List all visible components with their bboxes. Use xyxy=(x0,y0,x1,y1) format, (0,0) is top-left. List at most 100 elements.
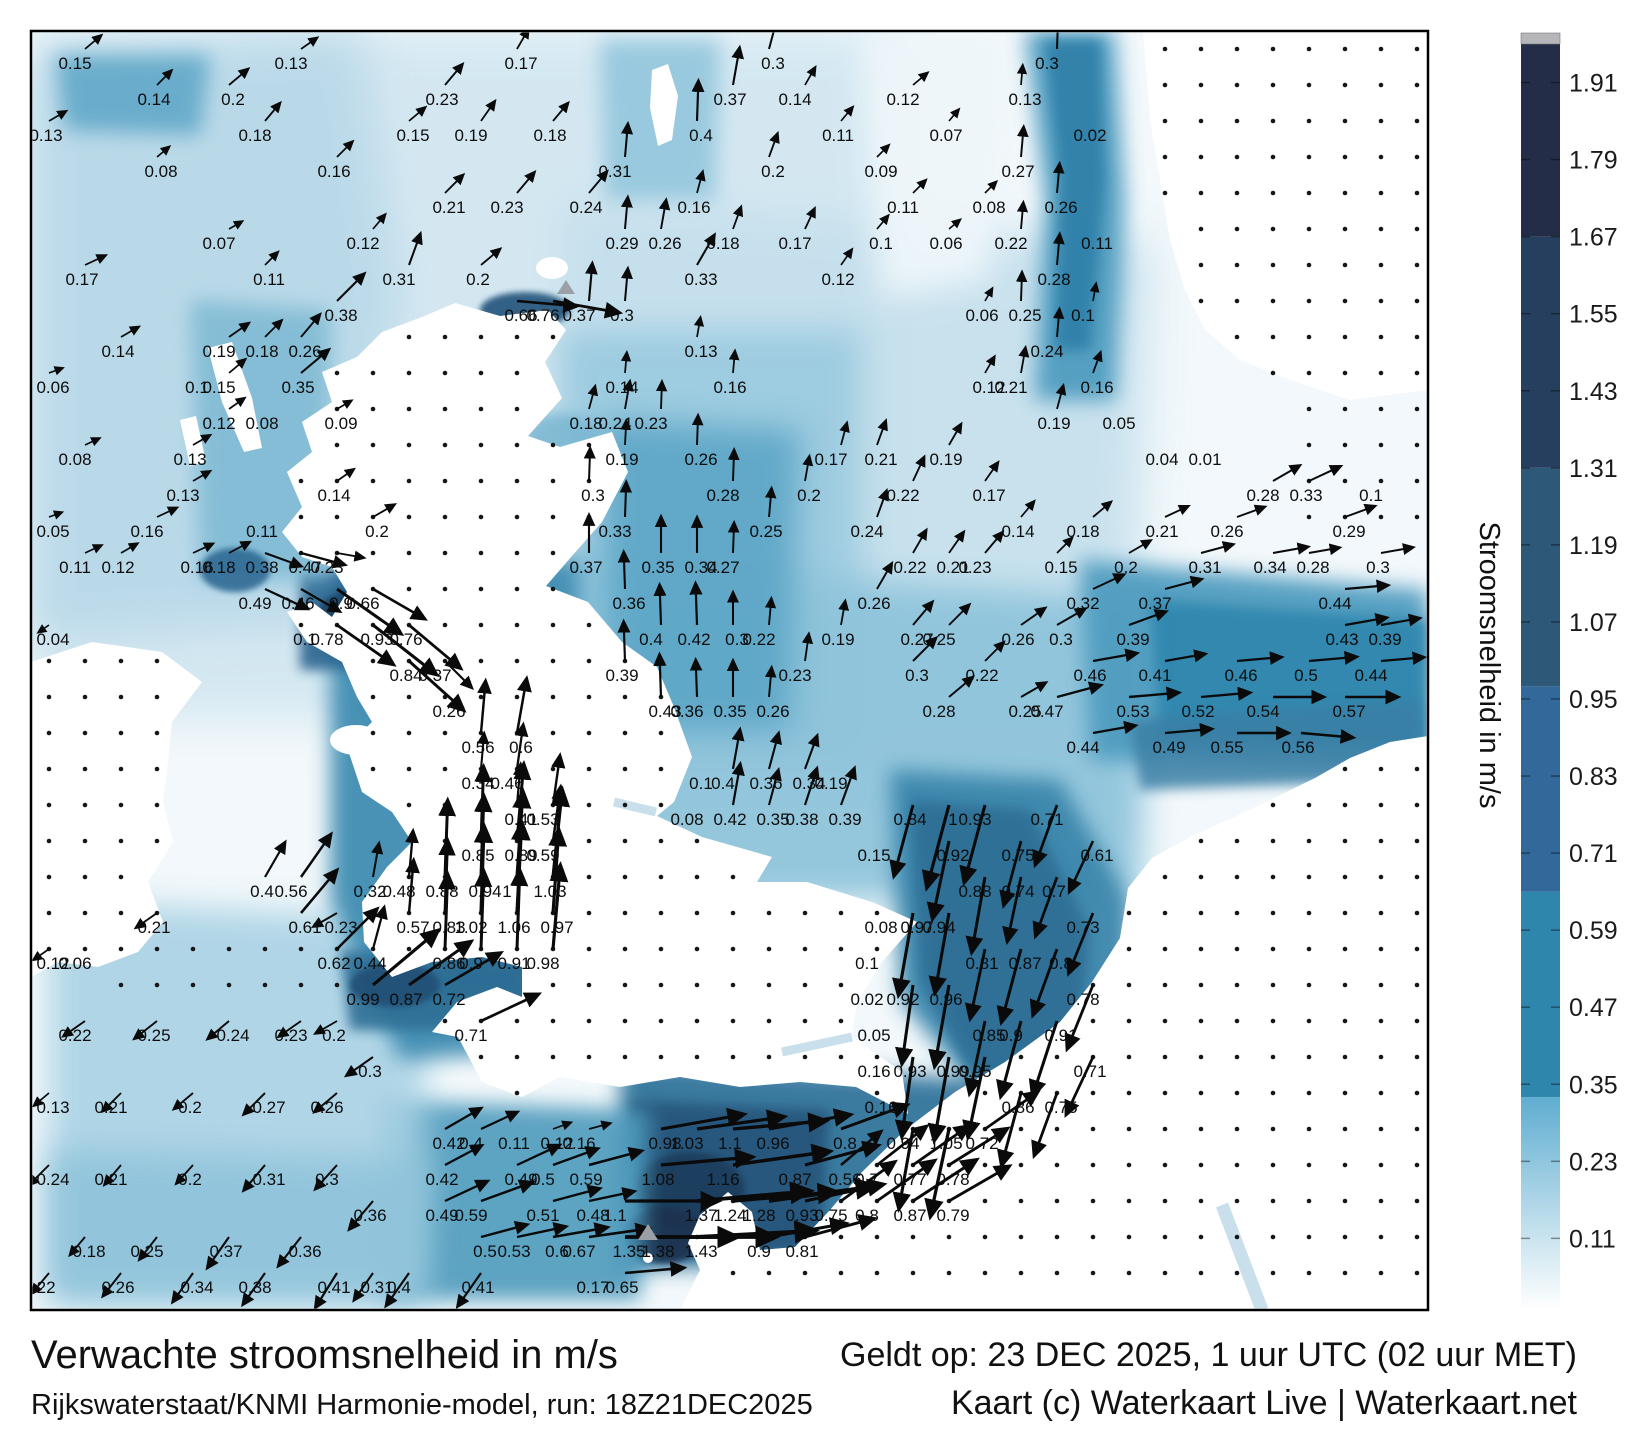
current-value-label: 0.36 xyxy=(612,594,645,613)
zero-current-dot xyxy=(406,550,412,556)
current-arrow xyxy=(804,1178,888,1203)
current-value-label: 0.23 xyxy=(425,90,458,109)
current-value-label: 0.29 xyxy=(1332,522,1365,541)
current-value-label: 0.4 xyxy=(689,126,713,145)
current-value-label: 0.37 xyxy=(418,666,451,685)
current-arrow xyxy=(1089,281,1100,302)
current-value-label: 0.92 xyxy=(886,990,919,1009)
zero-current-dot xyxy=(1414,1018,1420,1024)
current-arrow xyxy=(444,1106,484,1130)
current-value-label: 0.57 xyxy=(1332,702,1365,721)
current-vectors: 0.150.14 0.20.130.130.080.180.160.150.070… xyxy=(32,32,1427,1309)
zero-current-dot xyxy=(46,802,52,808)
colorbar-tick-label: 0.11 xyxy=(1569,1225,1616,1253)
zero-current-dot xyxy=(370,478,376,484)
current-arrow xyxy=(876,487,889,518)
zero-current-dot xyxy=(298,514,304,520)
zero-current-dot xyxy=(1378,442,1384,448)
zero-current-dot xyxy=(1270,1126,1276,1132)
current-value-label: 1 xyxy=(948,810,957,829)
current-arrow xyxy=(1092,349,1103,374)
current-value-label: 0.5 xyxy=(473,1242,497,1261)
current-arrow xyxy=(102,1164,122,1187)
current-value-label: 0.3 xyxy=(725,630,749,649)
current-value-label: 0.18 xyxy=(245,342,278,361)
zero-current-dot xyxy=(1414,370,1420,376)
zero-current-dot xyxy=(1414,406,1420,412)
current-arrow xyxy=(764,485,777,518)
zero-current-dot xyxy=(190,946,196,952)
zero-current-dot xyxy=(1342,82,1348,88)
zero-current-dot xyxy=(766,910,772,916)
zero-current-dot xyxy=(550,334,556,340)
current-arrow xyxy=(840,105,855,122)
zero-current-dot xyxy=(1198,298,1204,304)
current-value-label: 0.98 xyxy=(526,954,559,973)
zero-current-dot xyxy=(1162,910,1168,916)
zero-current-dot xyxy=(730,946,736,952)
zero-current-dot xyxy=(694,838,700,844)
zero-current-dot xyxy=(406,586,412,592)
current-value-label: 0.04 xyxy=(1145,450,1178,469)
zero-current-dot xyxy=(1306,982,1312,988)
current-value-label: 0.71 xyxy=(454,1026,487,1045)
current-arrow xyxy=(336,550,367,562)
current-arrow xyxy=(622,378,634,410)
current-value-label: 0.49 xyxy=(1152,738,1185,757)
zero-current-dot xyxy=(982,1090,988,1096)
current-value-label: 0.88 xyxy=(958,882,991,901)
current-value-label: 0.2 xyxy=(365,522,389,541)
current-value-label: 0.46 xyxy=(1224,666,1257,685)
zero-current-dot xyxy=(1306,370,1312,376)
current-value-label: 0.06 xyxy=(36,378,69,397)
current-value-label: 0.18 xyxy=(706,234,739,253)
zero-current-dot xyxy=(1306,1234,1312,1240)
current-arrow xyxy=(444,660,474,690)
zero-current-dot xyxy=(1198,1018,1204,1024)
colorbar-tick-label: 0.35 xyxy=(1569,1071,1618,1099)
current-value-label: 0.2 xyxy=(178,1098,202,1117)
zero-current-dot xyxy=(514,694,520,700)
current-value-label: 0.47 xyxy=(288,558,321,577)
bristol-dark xyxy=(350,963,440,1007)
zero-current-dot xyxy=(658,874,664,880)
current-arrow xyxy=(984,179,999,194)
zero-current-dot xyxy=(442,550,448,556)
current-value-label: 0.94 xyxy=(468,882,501,901)
zero-current-dot xyxy=(838,1054,844,1060)
zero-current-dot xyxy=(298,982,304,988)
current-value-label: 0.17 xyxy=(576,1278,609,1297)
current-arrow xyxy=(60,1020,86,1038)
current-arrow xyxy=(1092,500,1114,518)
zero-current-dot xyxy=(1378,1054,1384,1060)
zero-current-dot xyxy=(1306,838,1312,844)
sea-teal-central xyxy=(600,420,800,730)
zero-current-dot xyxy=(1234,946,1240,952)
zero-current-dot xyxy=(1342,226,1348,232)
zero-current-dot xyxy=(1378,874,1384,880)
current-arrow xyxy=(480,1110,521,1130)
zero-current-dot xyxy=(1306,442,1312,448)
current-value-label: 0.37 xyxy=(1138,594,1171,613)
current-value-label: 1.02 xyxy=(454,918,487,937)
zero-current-dot xyxy=(1234,262,1240,268)
zero-current-dot xyxy=(550,658,556,664)
zero-current-dot xyxy=(1378,910,1384,916)
current-arrow xyxy=(336,139,355,158)
current-value-label: 0.5 xyxy=(1294,666,1318,685)
current-value-label: 0.24 xyxy=(216,1026,249,1045)
current-arrow xyxy=(984,1089,1041,1131)
land-denmark xyxy=(1143,32,1427,400)
zero-current-dot xyxy=(1306,226,1312,232)
zero-current-dot xyxy=(838,910,844,916)
current-value-label: 0.39 xyxy=(605,666,638,685)
zero-current-dot xyxy=(1270,1198,1276,1204)
zero-current-dot xyxy=(658,910,664,916)
zero-current-dot xyxy=(1378,478,1384,484)
current-value-label: 0.11 xyxy=(1081,234,1113,253)
zero-current-dot xyxy=(1162,118,1168,124)
current-value-label: 0.2 xyxy=(466,270,490,289)
zero-current-dot xyxy=(838,1234,844,1240)
zero-current-dot xyxy=(154,658,160,664)
current-value-label: 0.26 xyxy=(684,450,717,469)
